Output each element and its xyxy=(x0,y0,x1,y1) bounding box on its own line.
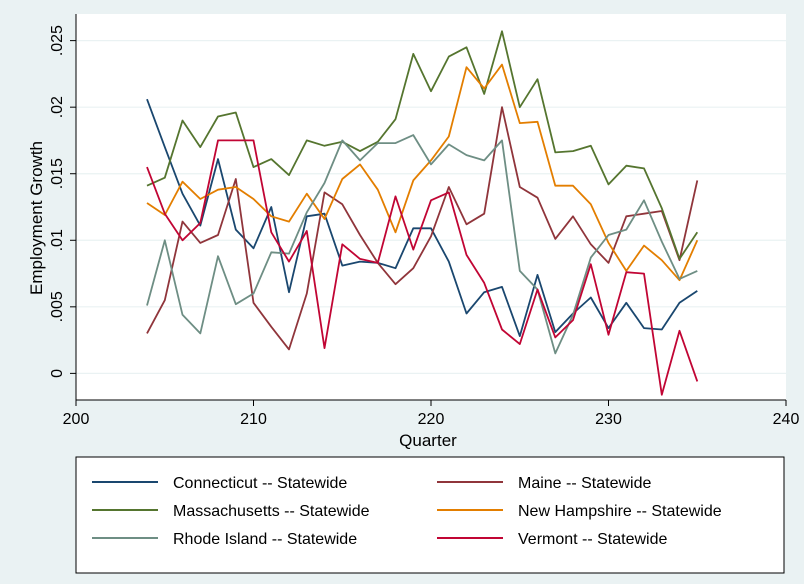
legend-label: Maine -- Statewide xyxy=(518,475,651,492)
x-axis-label: Quarter xyxy=(399,431,457,450)
series-line-5 xyxy=(146,139,699,396)
plot-region xyxy=(76,14,786,400)
legend-item-4: Rhode Island -- Statewide xyxy=(92,531,357,548)
series-layer xyxy=(146,30,699,396)
x-tick-label: 240 xyxy=(773,411,800,428)
y-tick-label: .02 xyxy=(49,96,66,118)
y-tick-label: .015 xyxy=(49,158,66,189)
legend-item-2: Massachusetts -- Statewide xyxy=(92,503,370,520)
legend-label: Massachusetts -- Statewide xyxy=(173,503,370,520)
y-tick-label: 0 xyxy=(49,369,66,378)
legend-label: Connecticut -- Statewide xyxy=(173,475,347,492)
legend-label: Vermont -- Statewide xyxy=(518,531,668,548)
legend-item-0: Connecticut -- Statewide xyxy=(92,475,347,492)
legend: Connecticut -- Statewide Maine -- Statewi… xyxy=(75,456,785,574)
y-tick-label: .005 xyxy=(49,291,66,322)
y-tick-label: .025 xyxy=(49,25,66,56)
legend-label: New Hampshire -- Statewide xyxy=(518,503,722,520)
x-tick-label: 200 xyxy=(63,411,90,428)
series-line-2 xyxy=(146,30,699,260)
y-axis-label: Employment Growth xyxy=(27,141,46,295)
legend-box xyxy=(75,456,785,574)
axis-layer: 0 .005 .01 .015 .02 .025 200 210 220 230 240 xyxy=(49,14,799,428)
x-tick-label: 210 xyxy=(240,411,267,428)
legend-item-1: Maine -- Statewide xyxy=(437,475,651,492)
series-line-1 xyxy=(146,106,699,351)
legend-label: Rhode Island -- Statewide xyxy=(173,531,357,548)
x-tick-label: 220 xyxy=(418,411,445,428)
x-tick-label: 230 xyxy=(595,411,622,428)
y-tick-label: .01 xyxy=(49,229,66,251)
series-line-4 xyxy=(146,134,698,355)
legend-item-3: New Hampshire -- Statewide xyxy=(437,503,722,520)
legend-item-5: Vermont -- Statewide xyxy=(437,531,668,548)
series-line-3 xyxy=(146,63,699,282)
